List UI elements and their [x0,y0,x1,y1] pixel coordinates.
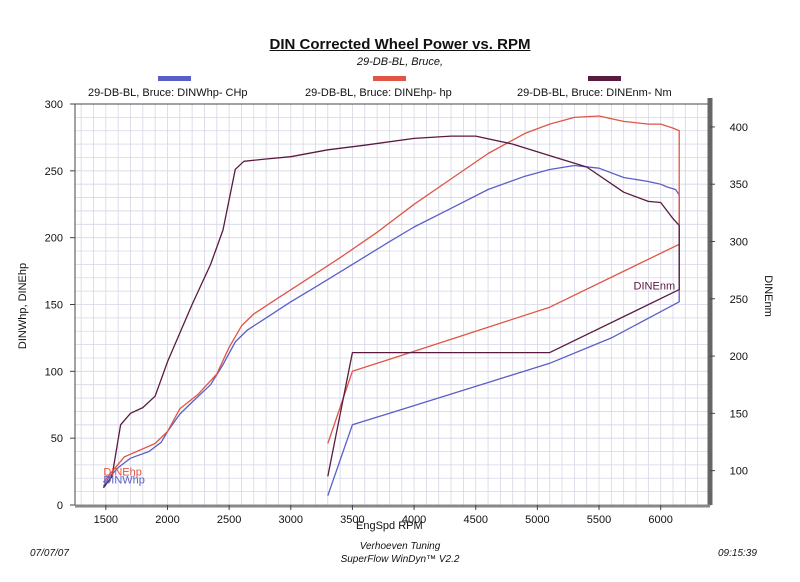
series-line-dinwhp [102,164,680,496]
legend-label-dinwhp: 29-DB-BL, Bruce: DINWhp- CHp [88,87,248,99]
x-tick-label: 5000 [525,514,549,526]
y-tick-label: 250 [45,166,63,178]
legend-swatch-dinenm [588,76,621,81]
chart-title: DIN Corrected Wheel Power vs. RPM [269,36,531,53]
x-tick-label: 6000 [648,514,672,526]
y2-tick-label: 350 [730,179,748,191]
footer-date: 07/07/07 [30,548,69,559]
legend-swatch-dinwhp [158,76,191,81]
chart-subtitle: 29-DB-BL, Bruce, [356,56,444,68]
plot-frame [74,98,713,508]
series-line-dinenm [102,135,680,489]
footer-time: 09:15:39 [718,548,757,559]
y2-tick-label: 200 [730,351,748,363]
y2-tick-label: 300 [730,236,748,248]
y2-tick-label: 400 [730,122,748,134]
y-axis-left-title: DINWhp, DINEhp [17,262,30,350]
y-axis-right-ticks: 100 150 200 250 300 350 400 [710,122,748,478]
y-axis-right-title: DINEnm [761,275,774,317]
y-tick-label: 300 [45,99,63,111]
y2-tick-label: 150 [730,408,748,420]
x-axis-title: EngSpd RPM [356,520,423,532]
x-tick-label: 2500 [217,514,241,526]
x-tick-label: 2000 [155,514,179,526]
y-tick-label: 50 [51,433,63,445]
series-line-dinehp [102,115,680,483]
grid [75,104,710,505]
x-tick-label: 3500 [340,514,364,526]
annotation-label: DINWhp [103,475,145,487]
y-tick-label: 0 [57,500,63,512]
x-tick-label: 4000 [402,514,426,526]
footer-software: SuperFlow WinDyn™ V2.2 [340,554,460,565]
y2-tick-label: 250 [730,294,748,306]
legend-label-dinehp: 29-DB-BL, Bruce: DINEhp- hp [305,87,452,99]
y-tick-label: 150 [45,300,63,312]
x-tick-label: 1500 [94,514,118,526]
y2-tick-label: 100 [730,466,748,478]
x-axis-ticks: 1500 2000 2500 3000 3500 4000 4500 5000 5500 6000 [94,505,673,526]
x-tick-label: 4500 [463,514,487,526]
y-tick-label: 100 [45,366,63,378]
legend-swatch-dinehp [373,76,406,81]
annotation-label: DINEnm [634,281,676,293]
footer-company: Verhoeven Tuning [359,541,441,552]
legend-label-dinenm: 29-DB-BL, Bruce: DINEnm- Nm [517,87,672,99]
x-tick-label: 5500 [587,514,611,526]
y-tick-label: 200 [45,233,63,245]
x-tick-label: 3000 [279,514,303,526]
y-axis-left-ticks: 0 50 100 150 200 250 300 [45,99,75,512]
series-lines [102,115,680,496]
annotation-label: DINEhp [103,467,142,479]
